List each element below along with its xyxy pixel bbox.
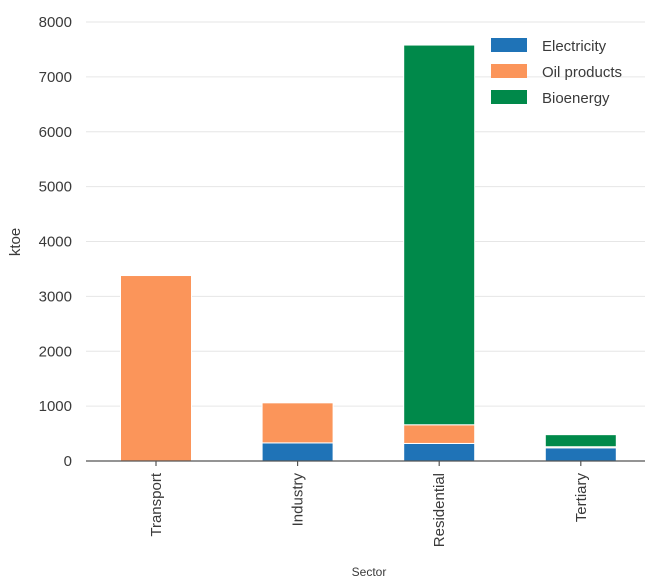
- legend-swatch: [491, 90, 527, 104]
- y-tick-label: 0: [64, 453, 72, 470]
- legend-label: Bioenergy: [542, 90, 610, 107]
- bar-segment: [544, 434, 617, 448]
- x-tick-label: Residential: [431, 473, 448, 547]
- y-axis-label: ktoe: [7, 228, 24, 256]
- y-tick-label: 4000: [39, 234, 72, 251]
- legend-swatch: [491, 64, 527, 78]
- legend-label: Oil products: [542, 64, 622, 81]
- x-tick-label: Transport: [148, 472, 165, 536]
- x-tick-label: Tertiary: [573, 473, 590, 523]
- y-tick-label: 1000: [39, 398, 72, 415]
- y-tick-label: 5000: [39, 179, 72, 196]
- bar-segment: [403, 442, 476, 462]
- legend-swatch: [491, 38, 527, 52]
- legend[interactable]: Electricity Oil products Bioenergy: [491, 38, 622, 107]
- y-tick-label: 2000: [39, 343, 72, 360]
- y-tick-label: 7000: [39, 69, 72, 86]
- x-tick-label: Industry: [290, 473, 307, 527]
- bar-segment: [120, 275, 192, 462]
- y-tick-label: 3000: [39, 288, 72, 305]
- bar-segment: [261, 402, 334, 444]
- bars: [120, 44, 617, 462]
- y-tick-label: 6000: [39, 124, 72, 141]
- y-tick-label: 8000: [39, 14, 72, 31]
- bar-segment: [403, 424, 476, 444]
- legend-label: Electricity: [542, 38, 607, 55]
- bar-segment: [261, 442, 334, 462]
- bar-segment: [544, 447, 617, 462]
- x-axis-label: Sector: [352, 565, 387, 579]
- axes: 0 1000 2000 3000 4000 5000 6000 7000 8000 Transpo…: [39, 14, 645, 547]
- bar-segment: [403, 44, 476, 426]
